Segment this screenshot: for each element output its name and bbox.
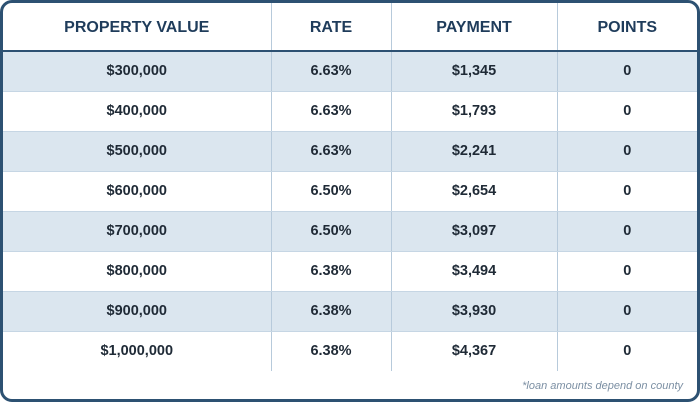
cell-points: 0: [556, 331, 697, 371]
cell-rate: 6.38%: [270, 331, 391, 371]
table-row: $700,000 6.50% $3,097 0: [3, 211, 697, 252]
cell-points: 0: [556, 251, 697, 292]
cell-points: 0: [556, 211, 697, 252]
cell-property-value: $300,000: [3, 51, 271, 92]
cell-payment: $3,494: [390, 251, 557, 292]
cell-points: 0: [556, 131, 697, 172]
cell-points: 0: [556, 91, 697, 132]
cell-points: 0: [556, 171, 697, 212]
cell-payment: $3,930: [390, 291, 557, 332]
header-rate: RATE: [270, 3, 391, 52]
table-row: $1,000,000 6.38% $4,367 0: [3, 331, 697, 371]
header-payment: PAYMENT: [390, 3, 557, 52]
cell-property-value: $700,000: [3, 211, 271, 252]
cell-property-value: $600,000: [3, 171, 271, 212]
cell-property-value: $500,000: [3, 131, 271, 172]
cell-payment: $4,367: [390, 331, 557, 371]
table-row: $600,000 6.50% $2,654 0: [3, 171, 697, 212]
cell-payment: $1,793: [390, 91, 557, 132]
rate-table: PROPERTY VALUE RATE PAYMENT POINTS $300,…: [3, 3, 697, 371]
cell-property-value: $900,000: [3, 291, 271, 332]
cell-rate: 6.38%: [270, 251, 391, 292]
cell-payment: $1,345: [390, 51, 557, 92]
cell-property-value: $1,000,000: [100, 343, 174, 360]
table-row: $400,000 6.63% $1,793 0: [3, 91, 697, 132]
cell-rate: 6.50%: [270, 211, 391, 252]
cell-points: 0: [556, 291, 697, 332]
cell-property-value: $400,000: [3, 91, 271, 132]
table-header-row: PROPERTY VALUE RATE PAYMENT POINTS: [3, 3, 697, 52]
cell-property-value: $800,000: [3, 251, 271, 292]
table-row: $800,000 6.38% $3,494 0: [3, 251, 697, 292]
cell-rate: 6.38%: [270, 291, 391, 332]
cell-rate: 6.63%: [270, 51, 391, 92]
table-row: $500,000 6.63% $2,241 0: [3, 131, 697, 172]
table-row: $300,000 6.63% $1,345 0: [3, 51, 697, 92]
header-property-value: PROPERTY VALUE: [3, 3, 271, 52]
cell-payment: $2,241: [390, 131, 557, 172]
cell-rate: 6.63%: [270, 131, 391, 172]
loan-amount-footnote: *loan amounts depend on county: [522, 380, 683, 392]
cell-rate: 6.63%: [270, 91, 391, 132]
cell-points: 0: [556, 51, 697, 92]
cell-rate: 6.50%: [270, 171, 391, 212]
cell-payment: $3,097: [390, 211, 557, 252]
table-row: $900,000 6.38% $3,930 0: [3, 291, 697, 332]
header-points: POINTS: [556, 3, 697, 52]
cell-payment: $2,654: [390, 171, 557, 212]
